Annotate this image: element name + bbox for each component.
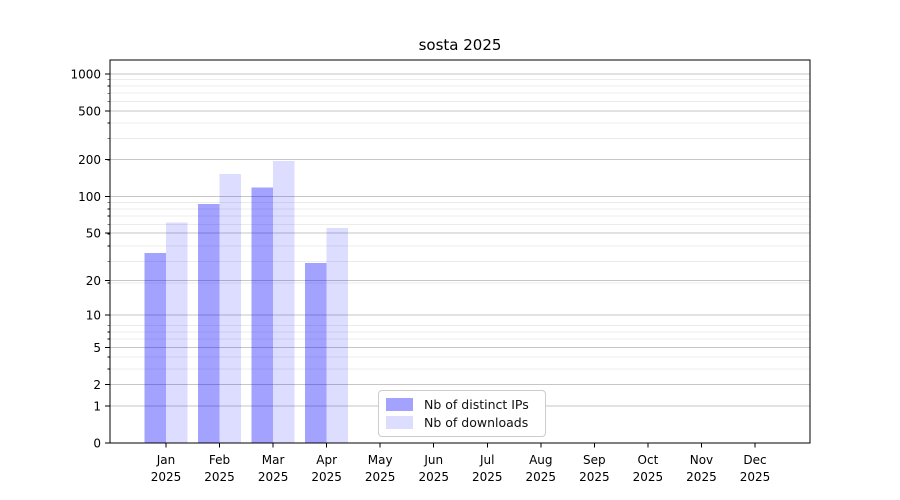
svg-text:May: May [368, 453, 393, 467]
svg-text:Jun: Jun [423, 453, 443, 467]
svg-text:2025: 2025 [365, 470, 396, 484]
svg-text:Oct: Oct [638, 453, 659, 467]
svg-text:Jul: Jul [479, 453, 494, 467]
svg-text:0: 0 [93, 437, 101, 451]
svg-text:2025: 2025 [311, 470, 342, 484]
svg-text:200: 200 [78, 153, 101, 167]
svg-text:Nov: Nov [690, 453, 713, 467]
svg-text:2025: 2025 [740, 470, 771, 484]
svg-text:2025: 2025 [151, 470, 182, 484]
y-axis-labels: 0 1 2 5 10 20 50 100 200 500 1000 [70, 68, 101, 451]
svg-text:2025: 2025 [472, 470, 503, 484]
grid-minor-lines [110, 79, 810, 370]
svg-text:Jan: Jan [156, 453, 176, 467]
svg-text:Feb: Feb [209, 453, 230, 467]
svg-text:Sep: Sep [583, 453, 606, 467]
svg-text:2025: 2025 [204, 470, 235, 484]
svg-text:2: 2 [93, 378, 101, 392]
grid-major-lines [110, 73, 810, 407]
svg-text:Dec: Dec [743, 453, 766, 467]
axis-ticks [105, 73, 756, 448]
bar-series [144, 160, 349, 444]
legend-label: Nb of downloads [424, 415, 529, 431]
svg-text:2025: 2025 [579, 470, 610, 484]
svg-text:500: 500 [78, 104, 101, 118]
legend-swatch-ips [386, 397, 413, 411]
legend-swatch-downloads [386, 416, 413, 430]
svg-text:20: 20 [86, 274, 101, 288]
legend: Nb of distinct IPs Nb of downloads [378, 390, 546, 437]
svg-text:2025: 2025 [258, 470, 289, 484]
svg-text:2025: 2025 [686, 470, 717, 484]
svg-text:Apr: Apr [316, 453, 337, 467]
chart-title: sosta 2025 [419, 36, 502, 54]
svg-text:2025: 2025 [526, 470, 557, 484]
legend-label: Nb of distinct IPs [424, 396, 529, 412]
svg-text:2025: 2025 [633, 470, 664, 484]
svg-text:50: 50 [86, 226, 101, 240]
svg-text:Mar: Mar [262, 453, 285, 467]
svg-text:5: 5 [93, 341, 101, 355]
svg-text:Aug: Aug [529, 453, 552, 467]
svg-text:100: 100 [78, 190, 101, 204]
x-axis-labels: Jan 2025 Feb 2025 Mar 2025 Apr 2025 May 2025 Jun 20… [151, 453, 771, 484]
svg-text:2025: 2025 [418, 470, 449, 484]
svg-text:1000: 1000 [70, 68, 101, 82]
legend-item: Nb of downloads [386, 415, 538, 430]
svg-text:1: 1 [93, 399, 101, 413]
plot-border [109, 59, 811, 444]
svg-text:10: 10 [86, 308, 101, 322]
legend-item: Nb of distinct IPs [386, 397, 538, 412]
